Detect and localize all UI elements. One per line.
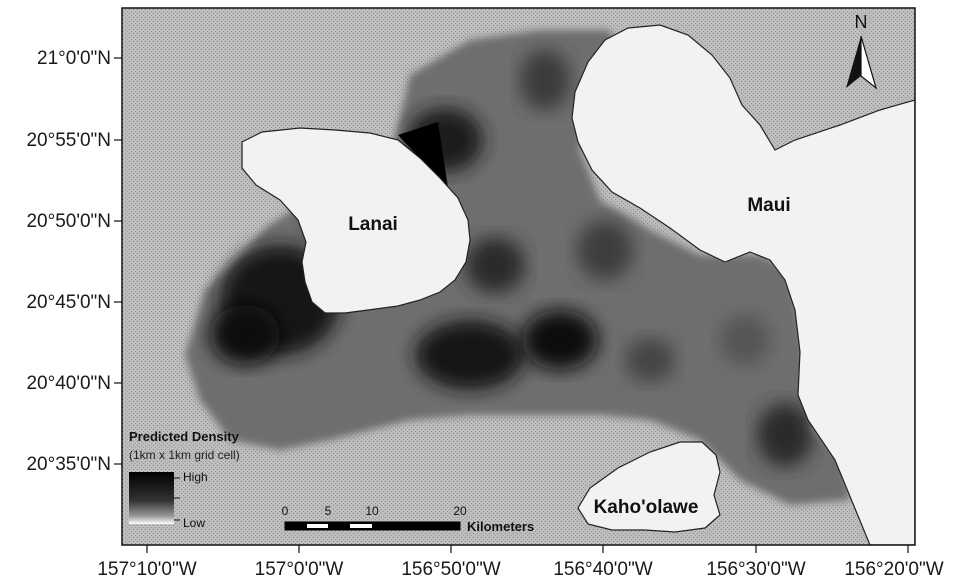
x-tick-label: 156°20'0"W: [844, 559, 943, 580]
legend-title: Predicted Density: [129, 429, 240, 444]
y-tick-label: 20°40'0"N: [26, 373, 111, 394]
legend: Predicted Density (1km x 1km grid cell) …: [129, 429, 240, 530]
legend-high-label: High: [183, 470, 208, 484]
north-label: N: [855, 12, 868, 32]
y-tick-label: 21°0'0"N: [37, 48, 111, 69]
maui-label: Maui: [747, 195, 790, 216]
x-tick-label: 157°10'0"W: [97, 559, 196, 580]
x-tick-label: 157°0'0"W: [255, 559, 344, 580]
y-tick-label: 20°50'0"N: [26, 211, 111, 232]
legend-low-label: Low: [183, 516, 205, 530]
legend-subtitle: (1km x 1km grid cell): [129, 448, 240, 462]
x-tick-label: 156°30'0"W: [706, 559, 805, 580]
scale-tick-label: 0: [282, 504, 289, 518]
north-arrow-icon: N: [846, 12, 878, 90]
scale-tick-label: 20: [453, 504, 467, 518]
lanai-label: Lanai: [348, 214, 398, 235]
scale-bar: 0 5 10 20 Kilometers: [282, 504, 535, 534]
maui-island: [571, 24, 915, 545]
y-tick-label: 20°45'0"N: [26, 292, 111, 313]
density-hotspot: [398, 122, 448, 188]
y-axis: 21°0'0"N 20°55'0"N 20°50'0"N 20°45'0"N 2…: [26, 48, 122, 475]
scale-tick-label: 5: [325, 504, 332, 518]
x-axis: 157°10'0"W 157°0'0"W 156°50'0"W 156°40'0…: [97, 545, 944, 580]
y-tick-label: 20°35'0"N: [26, 454, 111, 475]
x-tick-label: 156°40'0"W: [553, 559, 652, 580]
legend-color-ramp: [129, 472, 174, 524]
lanai-island: [241, 127, 471, 314]
kahoolawe-island: [577, 441, 721, 533]
scale-unit-label: Kilometers: [467, 519, 534, 534]
x-tick-label: 156°50'0"W: [401, 559, 500, 580]
kahoolawe-label: Kaho'olawe: [594, 497, 699, 518]
map-frame: [121, 7, 916, 546]
y-tick-label: 20°55'0"N: [26, 130, 111, 151]
scale-tick-label: 10: [365, 504, 379, 518]
